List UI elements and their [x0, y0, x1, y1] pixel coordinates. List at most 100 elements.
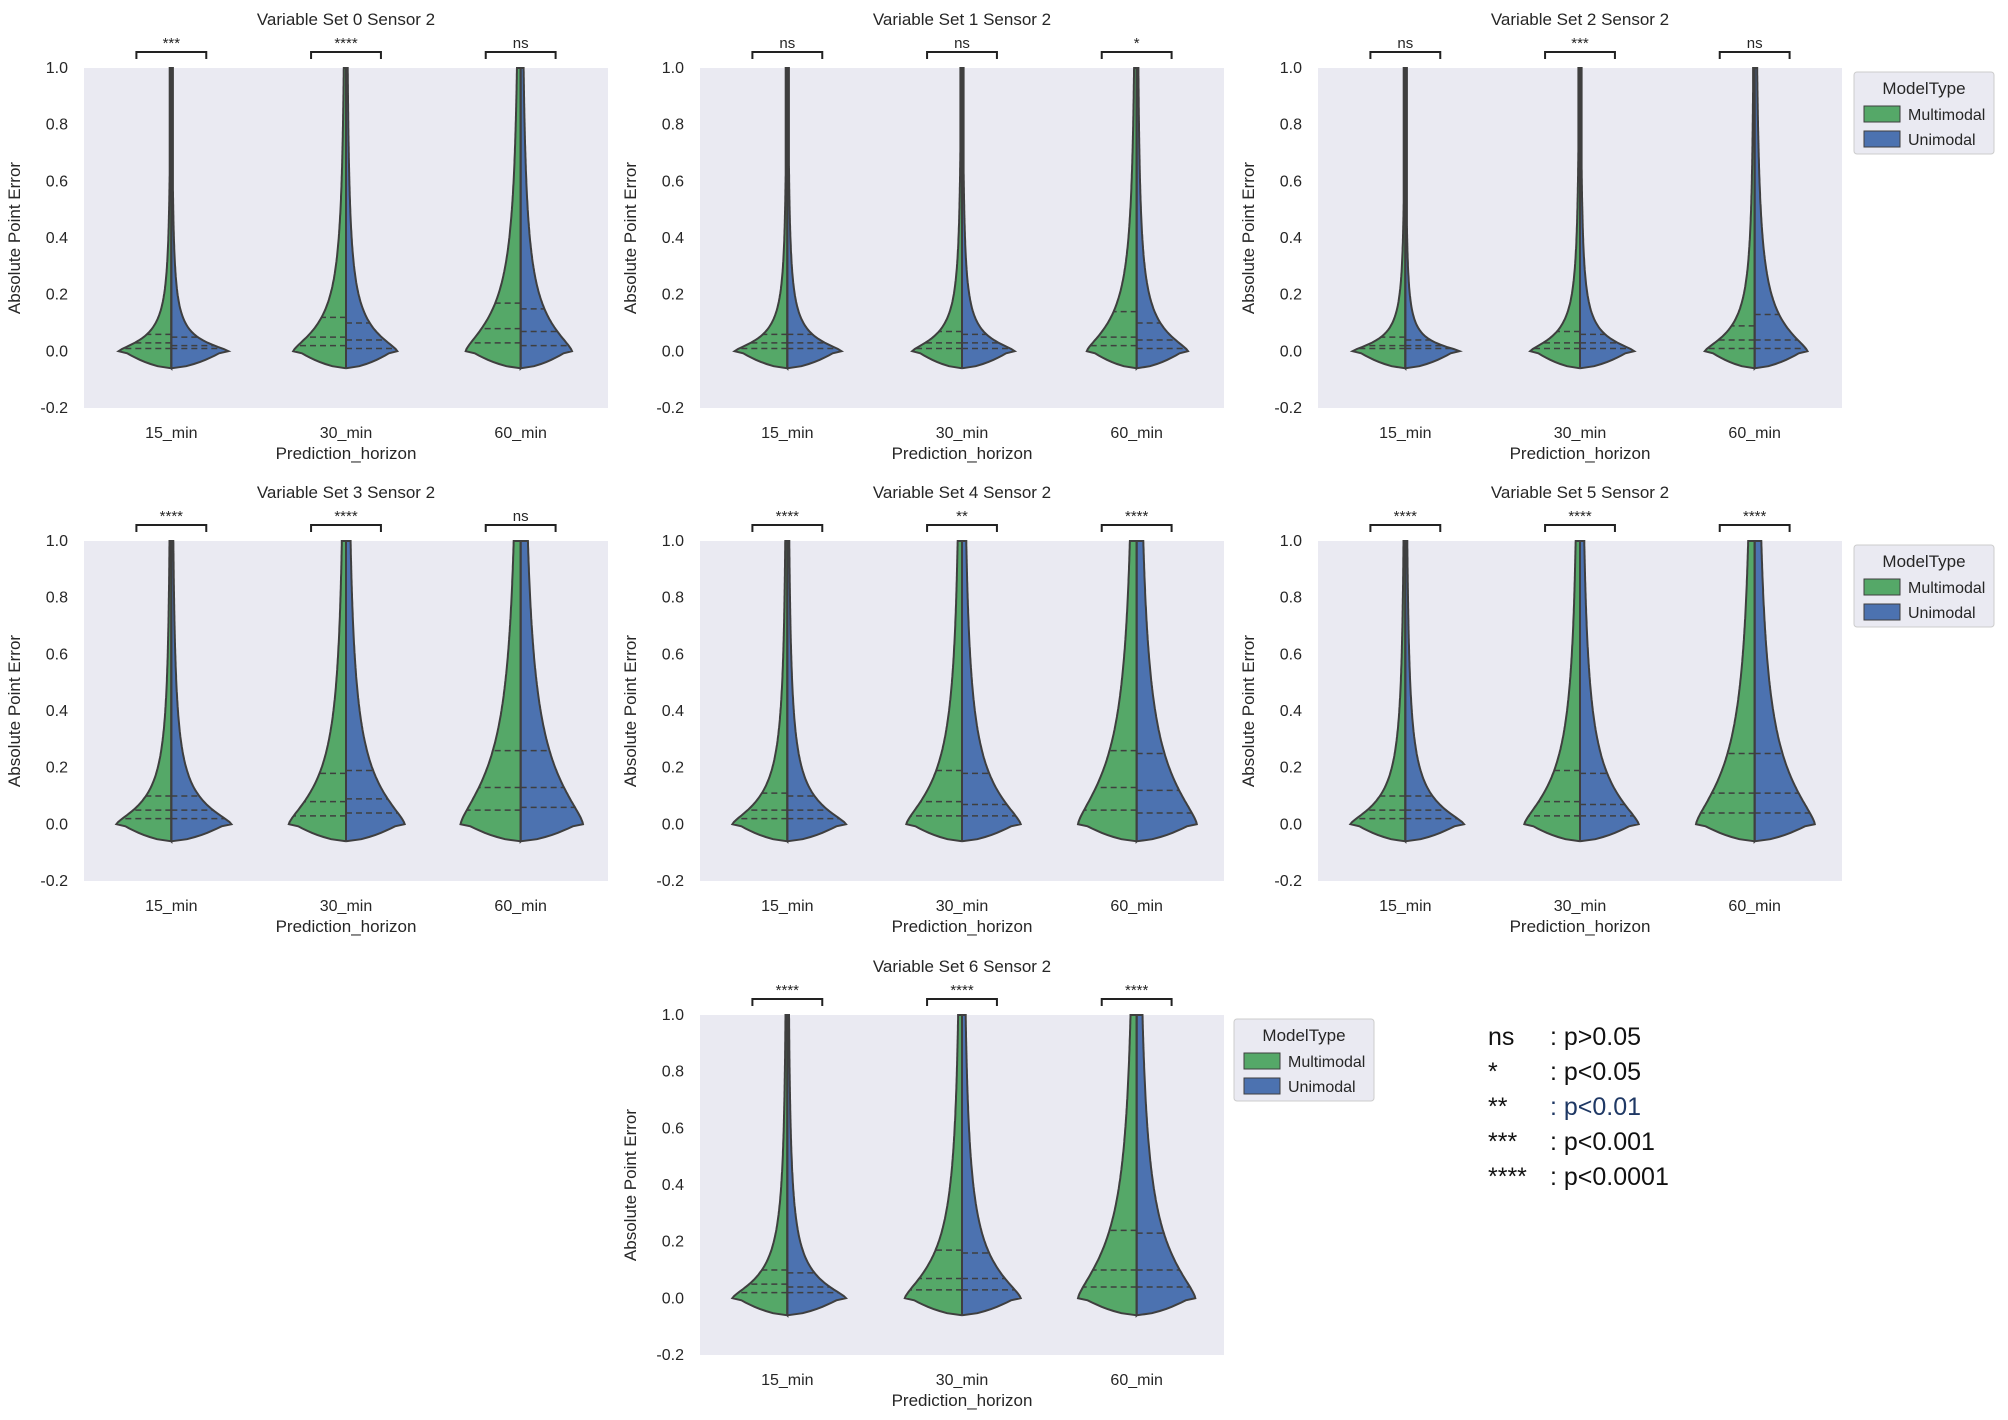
- p-key-symbol: ***: [1488, 1128, 1518, 1156]
- p-key-meaning: : p<0.01: [1550, 1093, 1642, 1121]
- p-key-row-4star: **** : p<0.0001: [1488, 1160, 1669, 1195]
- y-tick-label: 0.4: [662, 1177, 684, 1194]
- x-axis-label: Prediction_horizon: [276, 444, 417, 463]
- significance-bracket: [1718, 51, 1791, 59]
- y-tick-label: 0.6: [46, 173, 68, 190]
- p-key-symbol: ****: [1488, 1163, 1527, 1191]
- y-tick-label: 1.0: [662, 1007, 684, 1024]
- y-tick-label: -0.2: [40, 400, 68, 417]
- y-tick-label: 0.6: [662, 646, 684, 663]
- significance-label: ****: [160, 508, 184, 525]
- legend-label-multimodal: Multimodal: [1288, 1054, 1365, 1071]
- significance-label: ****: [776, 982, 800, 999]
- y-tick-label: 0.8: [1280, 117, 1302, 134]
- x-tick-label: 60_min: [1728, 898, 1780, 915]
- significance-label: ****: [1125, 508, 1149, 525]
- y-tick-label: 1.0: [1280, 533, 1302, 550]
- y-tick-label: 1.0: [46, 60, 68, 77]
- significance-bracket: [1718, 524, 1791, 532]
- legend-label-unimodal: Unimodal: [1288, 1079, 1356, 1096]
- legend-swatch-unimodal: [1863, 130, 1901, 148]
- significance-bracket: [484, 524, 557, 532]
- y-tick-label: 0.8: [662, 1064, 684, 1081]
- y-axis-label: Absolute Point Error: [621, 162, 640, 314]
- significance-bracket: [310, 524, 382, 532]
- y-tick-label: 0.6: [662, 1120, 684, 1137]
- violin-half-multimodal: [1694, 540, 1757, 844]
- y-tick-label: 0.2: [662, 1234, 684, 1251]
- violin-half-multimodal: [287, 540, 347, 843]
- chart-title: Variable Set 1 Sensor 2: [873, 10, 1051, 29]
- significance-label: ***: [163, 35, 181, 52]
- y-axis-label: Absolute Point Error: [621, 635, 640, 787]
- y-tick-label: 0.2: [46, 287, 68, 304]
- significance-label: ****: [950, 982, 974, 999]
- y-tick-label: 0.0: [1280, 343, 1302, 360]
- y-tick-label: -0.2: [1274, 400, 1302, 417]
- x-tick-label: 30_min: [1554, 425, 1606, 442]
- y-tick-label: -0.2: [40, 873, 68, 890]
- violin-half-unimodal: [1753, 540, 1816, 844]
- violin-half-unimodal: [1135, 1014, 1197, 1318]
- legend-title: ModelType: [1882, 552, 1965, 571]
- y-axis-label: Absolute Point Error: [1239, 162, 1258, 314]
- violin-half-multimodal: [114, 540, 173, 844]
- y-tick-label: 0.6: [662, 173, 684, 190]
- violin-half-multimodal: [903, 1014, 963, 1317]
- y-axis-label: Absolute Point Error: [5, 162, 24, 314]
- legend-title: ModelType: [1882, 79, 1965, 98]
- chart-title: Variable Set 5 Sensor 2: [1491, 483, 1669, 502]
- violin-half-multimodal: [1349, 67, 1407, 371]
- significance-label: ns: [779, 35, 795, 52]
- significance-label: ****: [776, 508, 800, 525]
- y-tick-label: 0.8: [46, 117, 68, 134]
- y-tick-label: 0.8: [662, 117, 684, 134]
- y-tick-label: 0.8: [1280, 590, 1302, 607]
- violin-half-multimodal: [116, 67, 173, 371]
- legend-swatch-multimodal: [1863, 578, 1901, 596]
- significance-bracket: [135, 51, 208, 59]
- significance-bracket: [1100, 51, 1173, 59]
- chart-title: Variable Set 3 Sensor 2: [257, 483, 435, 502]
- x-tick-label: 30_min: [936, 425, 988, 442]
- violin-half-multimodal: [1702, 67, 1757, 371]
- x-tick-label: 30_min: [320, 425, 372, 442]
- p-key-row-1star: * : p<0.05: [1488, 1055, 1669, 1090]
- significance-label: ****: [1125, 982, 1149, 999]
- x-tick-label: 30_min: [320, 898, 372, 915]
- violin-half-multimodal: [905, 540, 963, 843]
- significance-label: ns: [1747, 35, 1763, 52]
- significance-bracket: [751, 51, 824, 59]
- y-tick-label: 0.2: [662, 287, 684, 304]
- x-tick-label: 60_min: [1110, 898, 1162, 915]
- chart-title: Variable Set 4 Sensor 2: [873, 483, 1051, 502]
- legend-label-multimodal: Multimodal: [1908, 580, 1985, 597]
- y-axis-label: Absolute Point Error: [621, 1109, 640, 1261]
- x-tick-label: 30_min: [1554, 898, 1606, 915]
- y-tick-label: 0.8: [46, 590, 68, 607]
- significance-bracket: [926, 998, 998, 1006]
- violin-half-unimodal: [1403, 67, 1463, 371]
- y-tick-label: 0.4: [1280, 703, 1302, 720]
- p-value-key: ns : p>0.05 * : p<0.05 ** : p<0.01 *** :…: [1488, 1020, 1669, 1195]
- violin-half-unimodal: [169, 540, 234, 844]
- p-key-meaning: : p<0.05: [1550, 1058, 1642, 1086]
- violin-half-multimodal: [732, 67, 789, 371]
- p-key-meaning: : p>0.05: [1550, 1023, 1642, 1051]
- p-key-symbol: *: [1488, 1058, 1498, 1086]
- y-tick-label: 1.0: [1280, 60, 1302, 77]
- violin-half-multimodal: [730, 540, 789, 844]
- significance-bracket: [751, 524, 824, 532]
- x-tick-label: 60_min: [1728, 425, 1780, 442]
- y-tick-label: 0.2: [1280, 287, 1302, 304]
- significance-label: ****: [334, 35, 358, 52]
- p-key-symbol: ns: [1488, 1023, 1515, 1051]
- y-tick-label: 1.0: [662, 533, 684, 550]
- significance-label: *: [1134, 35, 1140, 52]
- y-tick-label: 1.0: [46, 533, 68, 550]
- violin-half-multimodal: [1085, 67, 1139, 371]
- x-tick-label: 30_min: [936, 898, 988, 915]
- violin-half-unimodal: [961, 67, 1018, 370]
- legend-swatch-multimodal: [1243, 1052, 1281, 1070]
